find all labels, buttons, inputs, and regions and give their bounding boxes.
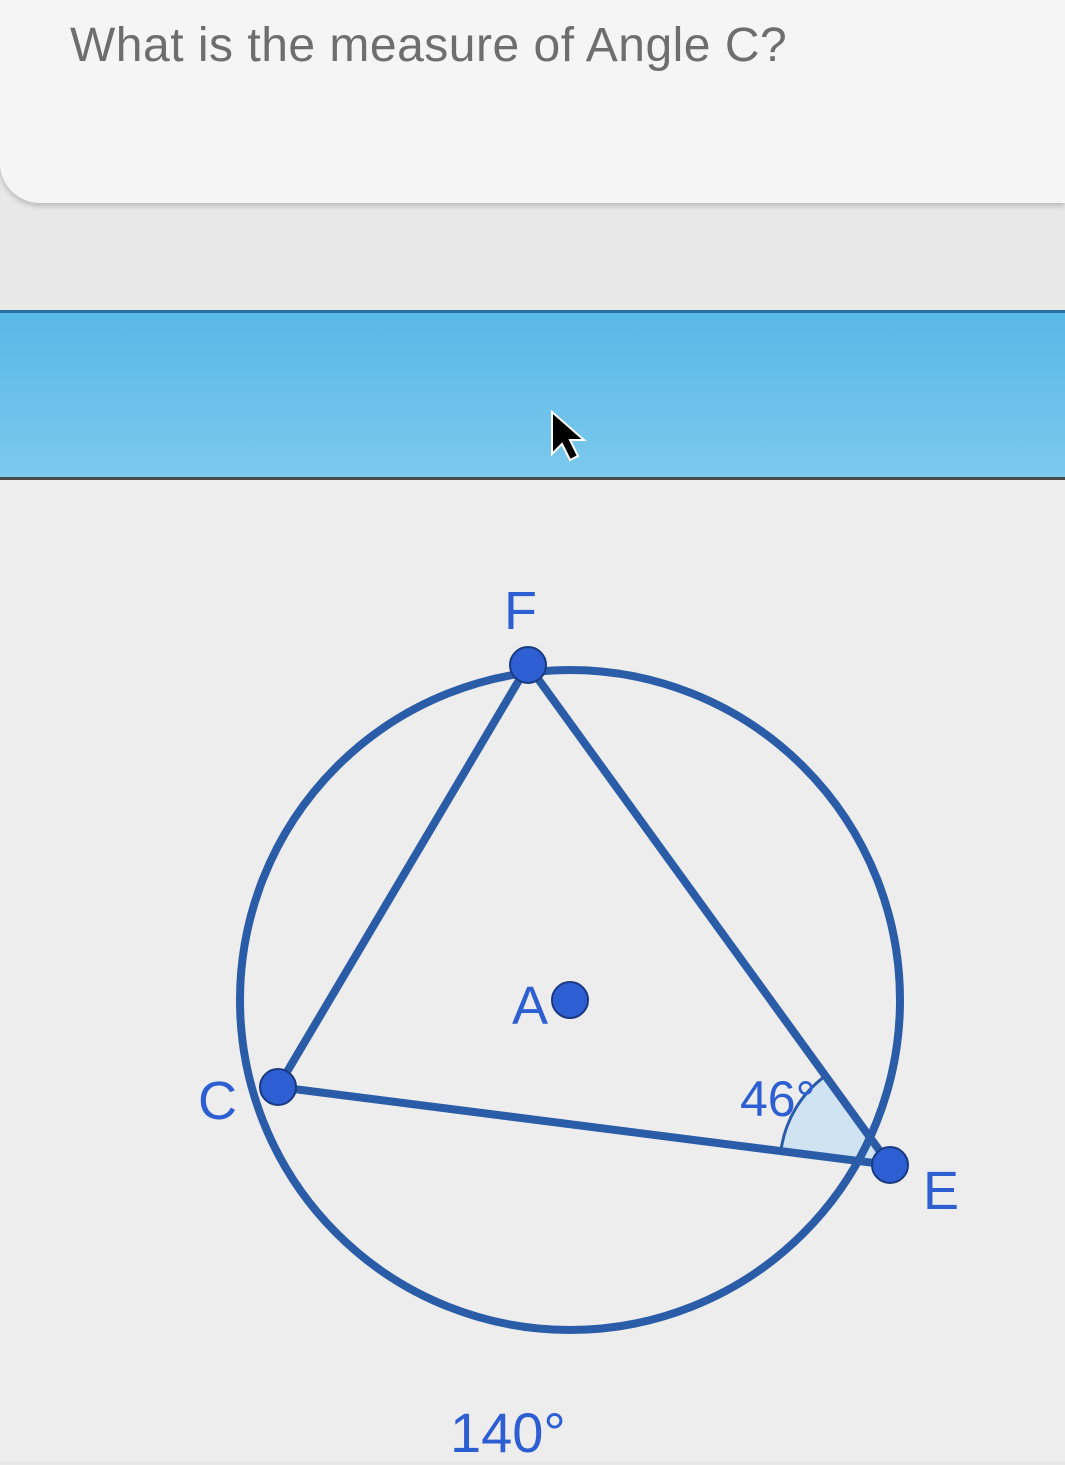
question-card: What is the measure of Angle C? bbox=[0, 0, 1065, 203]
accent-band bbox=[0, 310, 1065, 480]
arc-CE-label: 140° bbox=[450, 1400, 566, 1465]
point-label-E: E bbox=[923, 1160, 959, 1222]
angle-E-label: 46° bbox=[740, 1070, 816, 1128]
center-label-A: A bbox=[512, 975, 548, 1037]
diagram-area: F C E A 46° 140° bbox=[0, 480, 1065, 1461]
point-label-F: F bbox=[504, 580, 537, 642]
point-label-C: C bbox=[198, 1070, 237, 1132]
question-text: What is the measure of Angle C? bbox=[70, 18, 1025, 73]
cursor-icon bbox=[548, 410, 588, 466]
